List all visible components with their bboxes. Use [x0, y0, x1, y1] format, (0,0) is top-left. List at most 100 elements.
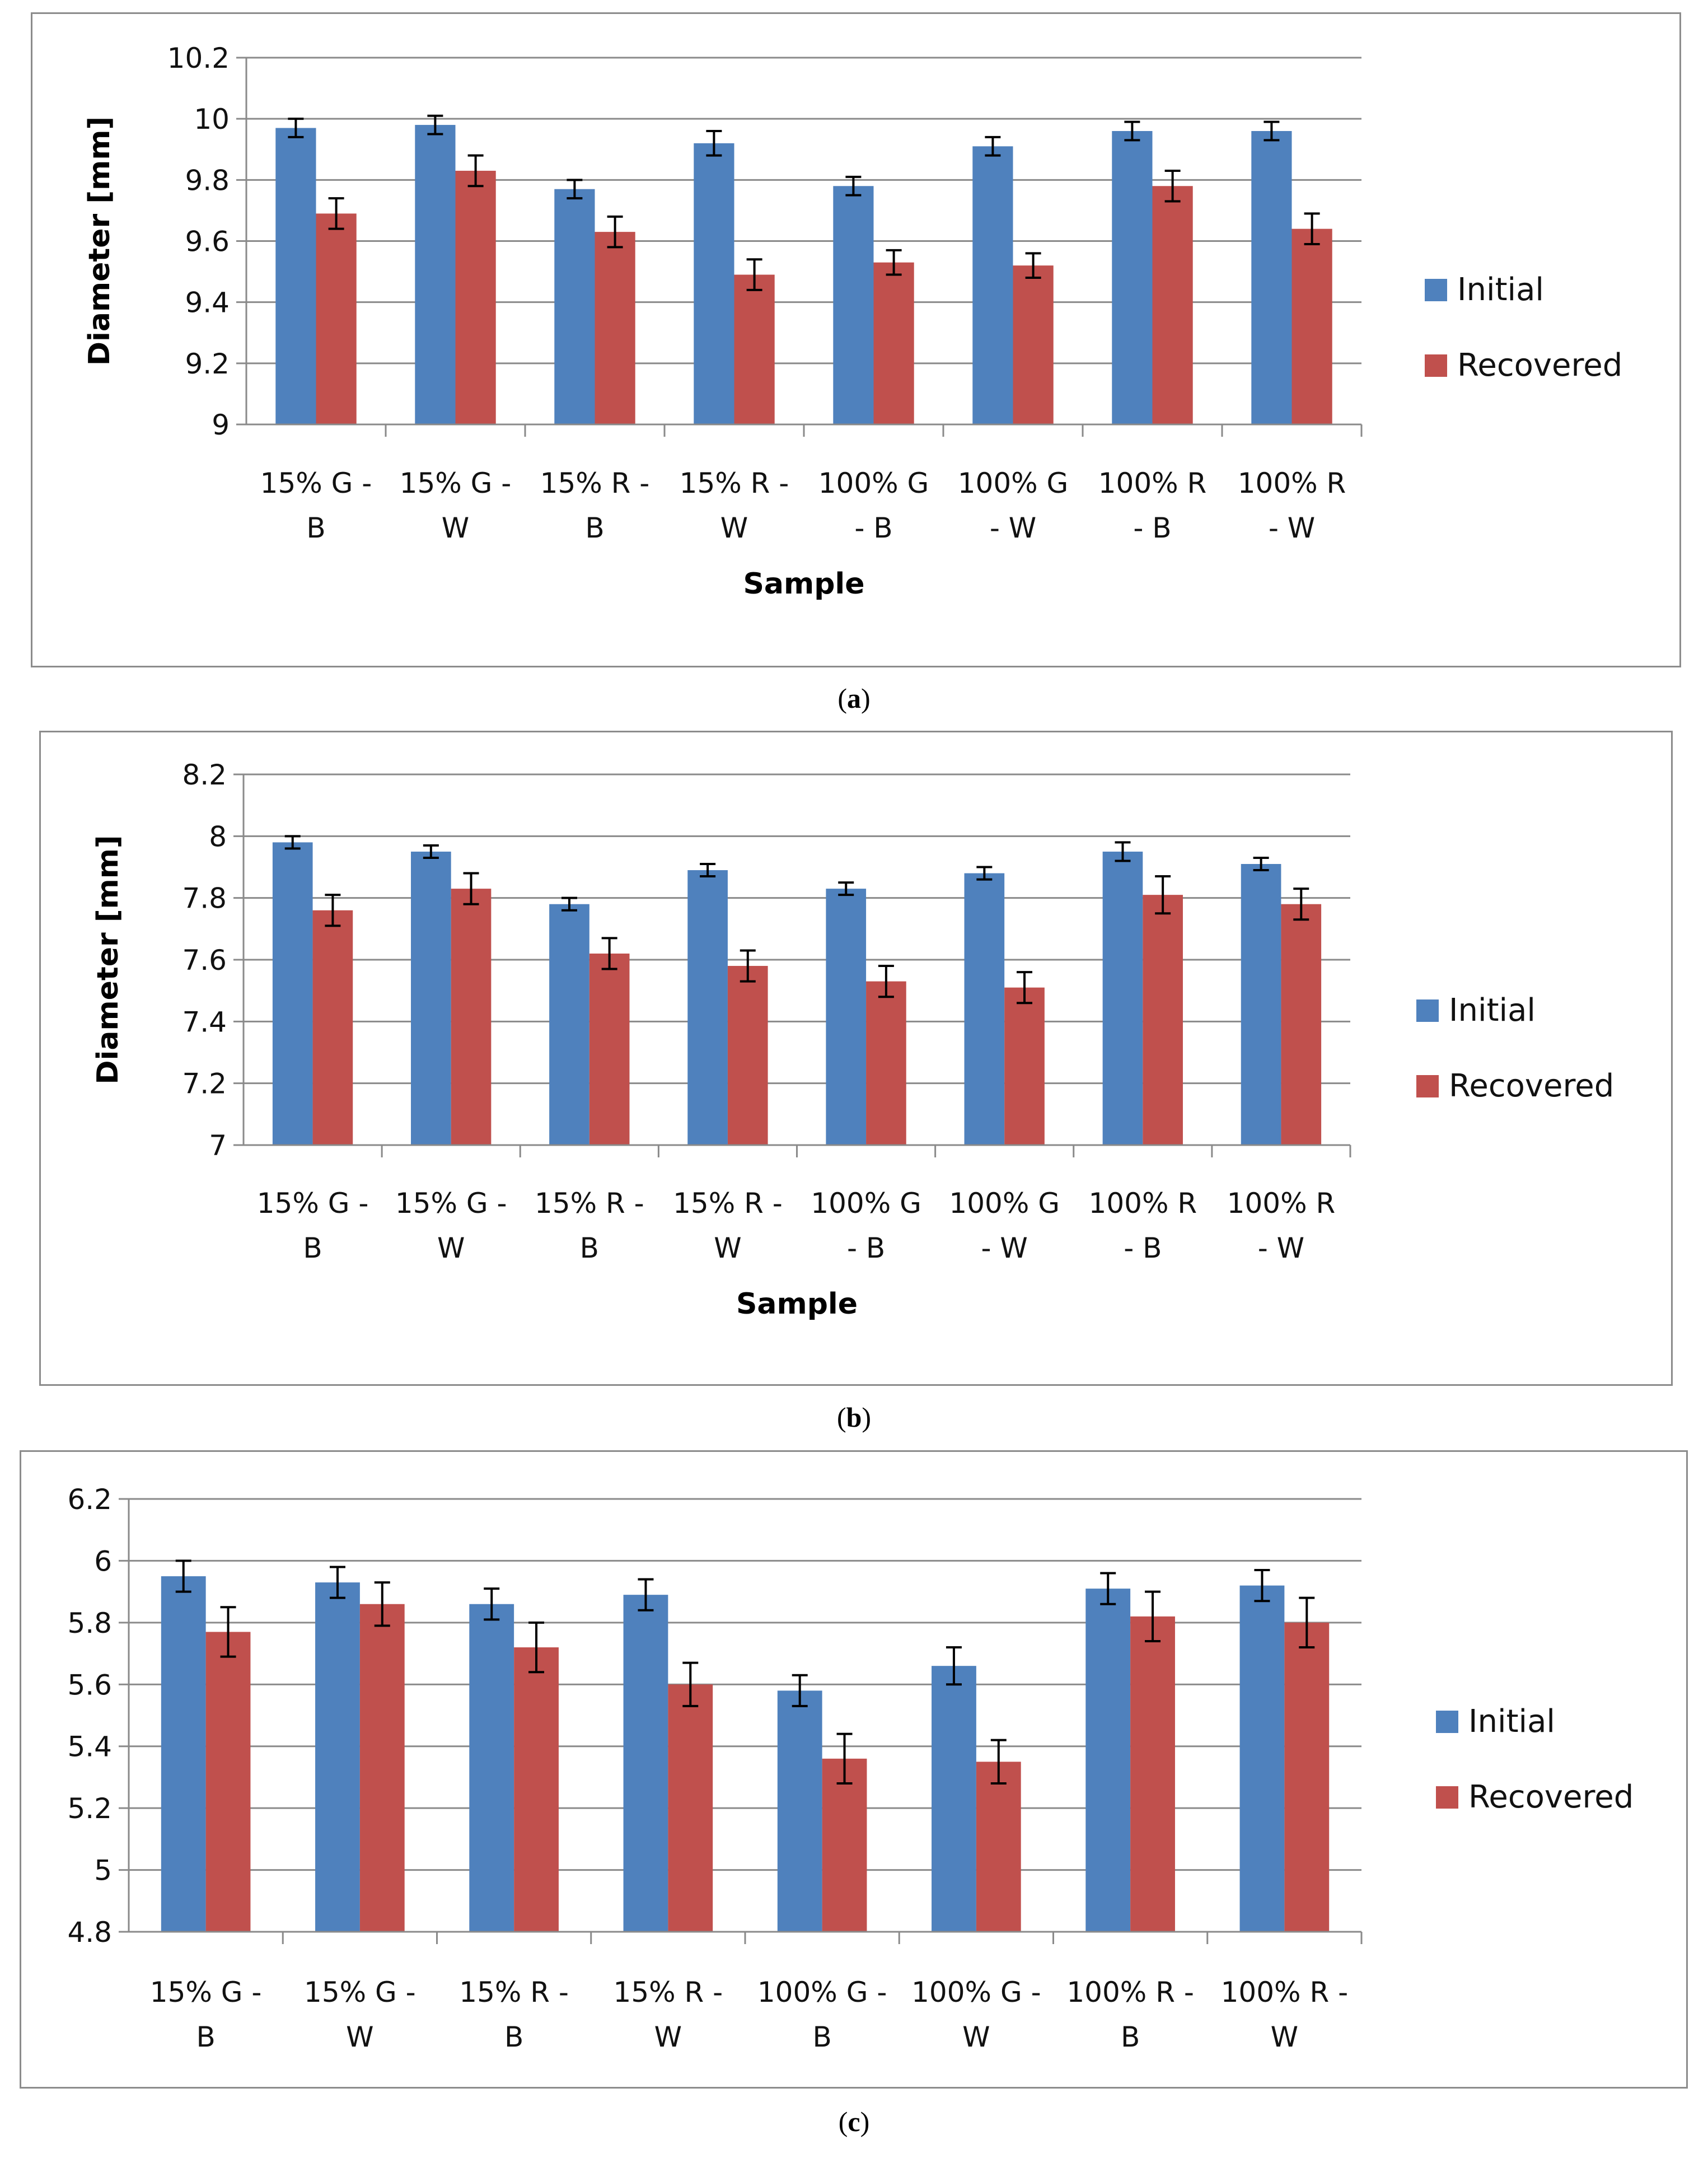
bar-recovered: [589, 953, 630, 1145]
x-tick-label: B: [303, 1232, 322, 1264]
x-tick-label: - B: [1124, 1232, 1162, 1264]
caption-a: (a): [837, 683, 871, 714]
x-tick-label: - W: [1258, 1232, 1304, 1264]
x-tick-label: 100% R: [1098, 467, 1207, 499]
bar-initial: [826, 889, 867, 1145]
x-tick-label: 15% R -: [459, 1976, 569, 2008]
y-tick-label: 7.6: [182, 944, 227, 977]
legend-label-recovered: Recovered: [1457, 347, 1622, 384]
x-tick-label: B: [585, 512, 604, 544]
bar-recovered: [1281, 904, 1322, 1145]
y-tick-label: 9: [212, 409, 230, 441]
chart-b: 7 7.2 7.4 7.6 7.8 8 8.2 15% G - B 15% G - W 15% R -…: [91, 759, 1614, 1321]
bar-recovered: [595, 232, 635, 424]
chart-a: 9 9.2 9.4 9.6 9.8 10 10.2 15% G - B 15% G - W 15% R…: [83, 42, 1622, 601]
bar-initial: [1241, 863, 1281, 1145]
y-tick-label: 6: [94, 1545, 112, 1577]
x-tick-label: W: [1271, 2021, 1298, 2053]
bar-recovered: [316, 213, 357, 424]
x-tick-label: - W: [990, 512, 1036, 544]
bar-initial: [1251, 131, 1292, 424]
legend-swatch-initial: [1416, 999, 1439, 1022]
bar-initial: [161, 1576, 206, 1932]
bar-recovered: [1130, 1616, 1175, 1932]
bar-recovered: [1284, 1622, 1330, 1932]
y-tick-label: 8: [209, 820, 227, 853]
legend-swatch-recovered: [1425, 354, 1447, 377]
x-tick-label: B: [196, 2021, 215, 2053]
x-tick-label: 15% R -: [673, 1187, 783, 1220]
bar-recovered: [514, 1647, 559, 1932]
y-tick-label: 10: [194, 103, 230, 136]
x-tick-label: B: [504, 2021, 523, 2053]
x-tick-label: 100% G: [818, 467, 929, 499]
x-tick-label: 100% R: [1227, 1187, 1336, 1220]
x-tick-label: B: [306, 512, 325, 544]
x-axis-title: Sample: [743, 567, 864, 601]
bar-initial: [777, 1690, 822, 1932]
x-tick-label: 100% G: [949, 1187, 1060, 1220]
bar-initial: [687, 870, 728, 1145]
x-tick-label: W: [442, 512, 469, 544]
y-tick-label: 5.2: [67, 1792, 112, 1825]
bar-initial: [932, 1666, 976, 1932]
bar-recovered: [1291, 228, 1332, 424]
bar-recovered: [1152, 186, 1193, 424]
legend-swatch-initial: [1425, 279, 1447, 301]
bar-recovered: [1013, 265, 1054, 424]
bar-initial: [694, 143, 734, 425]
x-tick-label: B: [1121, 2021, 1140, 2053]
bar-recovered: [1143, 895, 1183, 1145]
x-tick-label: W: [346, 2021, 373, 2053]
x-tick-label: W: [714, 1232, 741, 1264]
bar-initial: [315, 1582, 360, 1932]
y-tick-label: 7.8: [182, 882, 227, 915]
x-tick-label: W: [654, 2021, 682, 2053]
chart-c: 4.8 5 5.2 5.4 5.6 5.8 6 6.2 15% G - B 15% G - W 15% …: [67, 1483, 1634, 2053]
bar-initial: [1102, 851, 1143, 1145]
x-tick-label: 100% G -: [911, 1976, 1041, 2008]
bar-recovered: [455, 170, 496, 424]
x-tick-label: 15% G -: [400, 467, 512, 499]
x-tick-label: 100% R -: [1066, 1976, 1194, 2008]
x-tick-label: 100% R: [1238, 467, 1346, 499]
legend-label-initial: Initial: [1468, 1703, 1555, 1740]
legend-label-recovered: Recovered: [1449, 1068, 1614, 1104]
bar-initial: [272, 842, 313, 1145]
x-tick-label: 15% G -: [257, 1187, 369, 1220]
bar-initial: [972, 146, 1013, 424]
legend-label-initial: Initial: [1449, 992, 1536, 1029]
y-tick-label: 7.4: [182, 1006, 227, 1038]
x-tick-label: - W: [1269, 512, 1315, 544]
y-tick-label: 7.2: [182, 1068, 227, 1100]
bar-initial: [1239, 1585, 1285, 1932]
legend-swatch-recovered: [1416, 1075, 1439, 1097]
x-tick-label: W: [962, 2021, 990, 2053]
legend-label-initial: Initial: [1457, 272, 1544, 308]
bar-recovered: [312, 910, 353, 1145]
x-tick-label: 15% R -: [680, 467, 789, 499]
caption-b: (b): [836, 1402, 872, 1433]
x-tick-label: - B: [847, 1232, 885, 1264]
bar-recovered: [668, 1684, 713, 1932]
bar-initial: [964, 873, 1005, 1145]
y-tick-label: 5.6: [67, 1669, 112, 1701]
x-axis-title: Sample: [736, 1287, 858, 1321]
y-tick-label: 10.2: [167, 42, 230, 74]
x-tick-label: 100% R: [1089, 1187, 1197, 1220]
x-tick-label: 100% G: [958, 467, 1069, 499]
bar-initial: [833, 186, 874, 424]
x-tick-label: 15% G -: [304, 1976, 416, 2008]
y-axis-title: Diameter [mm]: [91, 835, 125, 1084]
y-tick-label: 7: [209, 1129, 227, 1162]
x-tick-label: B: [580, 1232, 599, 1264]
x-tick-label: - B: [854, 512, 892, 544]
bar-initial: [1085, 1589, 1131, 1932]
caption-c: (c): [838, 2106, 870, 2137]
x-tick-label: W: [720, 512, 748, 544]
y-tick-label: 4.8: [67, 1916, 112, 1949]
y-tick-label: 5.8: [67, 1607, 112, 1639]
bar-initial: [275, 128, 316, 424]
x-tick-label: 15% R -: [540, 467, 650, 499]
bar-recovered: [1004, 987, 1045, 1145]
